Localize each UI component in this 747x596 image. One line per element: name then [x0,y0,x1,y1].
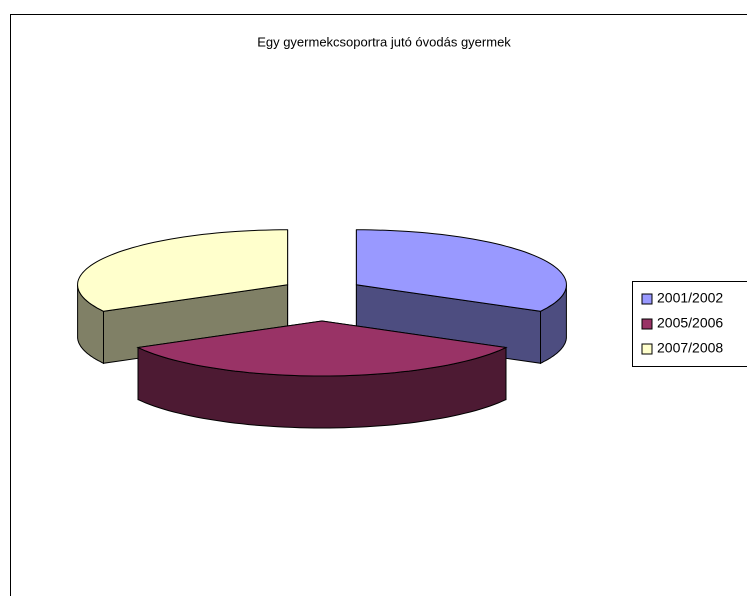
legend-label: 2001/2002 [657,290,723,306]
slice-top [355,229,567,312]
legend-swatch [641,343,653,355]
slice [77,229,289,365]
slice [136,320,508,429]
legend-swatch [641,293,653,305]
chart-title: Egy gyermekcsoportra jutó óvodás gyermek [257,34,511,49]
slice [355,229,567,365]
legend-label: 2007/2008 [657,340,723,356]
legend-swatch [641,318,653,330]
slice-top [136,320,508,377]
slice-top [77,229,289,312]
legend-label: 2005/2006 [657,315,723,331]
